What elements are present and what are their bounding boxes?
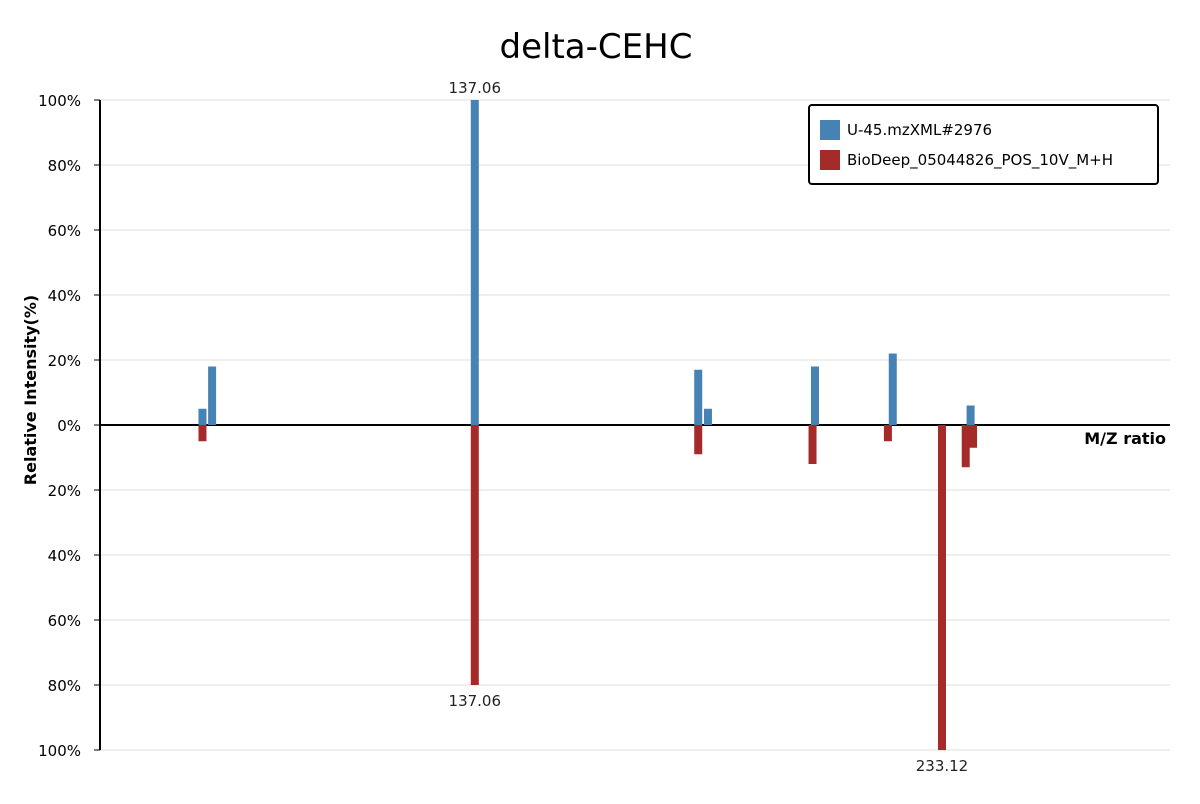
- peak-labels: 137.06 137.06 233.12: [449, 79, 969, 775]
- peak-label: 233.12: [916, 757, 969, 775]
- y-tick-label: 80%: [48, 157, 81, 175]
- axes: [99, 100, 1170, 750]
- legend-label-reference: BioDeep_05044826_POS_10V_M+H: [847, 151, 1113, 170]
- legend-box: [808, 104, 1159, 185]
- peak-label: 137.06: [449, 692, 502, 710]
- peak-bar-reference: [937, 425, 946, 750]
- peak-bar-experiment: [966, 405, 975, 425]
- peak-bar-experiment: [198, 408, 207, 425]
- peak-bar-reference: [694, 425, 703, 455]
- legend-swatch-experiment: [820, 120, 840, 140]
- peak-bar-experiment: [810, 366, 819, 425]
- y-tick-label: 40%: [48, 287, 81, 305]
- x-axis-label: M/Z ratio: [1084, 429, 1166, 448]
- peak-bar-experiment: [694, 369, 703, 425]
- y-tick-label: 20%: [48, 482, 81, 500]
- peak-bar-experiment: [703, 408, 712, 425]
- spectrum-bars: [198, 100, 978, 750]
- peak-bar-reference: [470, 425, 479, 685]
- grid-lines: [100, 99, 1170, 751]
- peak-bar-reference: [198, 425, 207, 442]
- y-tick-label: 60%: [48, 222, 81, 240]
- y-tick-label: 40%: [48, 547, 81, 565]
- y-tick-label: 20%: [48, 352, 81, 370]
- y-tick-label: 60%: [48, 612, 81, 630]
- peak-bar-reference: [961, 425, 970, 468]
- y-tick-label: 100%: [38, 92, 81, 110]
- y-axis-label: Relative Intensity(%): [21, 295, 40, 485]
- y-tick-label: 80%: [48, 677, 81, 695]
- peak-bar-experiment: [208, 366, 217, 425]
- peak-bar-reference: [883, 425, 892, 442]
- legend-swatch-reference: [820, 150, 840, 170]
- y-tick-label: 100%: [38, 742, 81, 760]
- peak-bar-reference: [808, 425, 817, 464]
- peak-bar-reference: [969, 425, 978, 448]
- y-tick-label: 0%: [57, 417, 81, 435]
- peak-bar-experiment: [888, 353, 897, 425]
- peak-label: 137.06: [449, 79, 502, 97]
- legend: U-45.mzXML#2976 BioDeep_05044826_POS_10V…: [808, 104, 1159, 185]
- legend-label-experiment: U-45.mzXML#2976: [847, 121, 992, 139]
- peak-bar-experiment: [470, 100, 479, 425]
- chart-title: delta-CEHC: [500, 27, 693, 67]
- y-tick-labels: 0% 20% 40% 60% 80% 100% 20% 40% 60% 80% 100%: [38, 92, 100, 760]
